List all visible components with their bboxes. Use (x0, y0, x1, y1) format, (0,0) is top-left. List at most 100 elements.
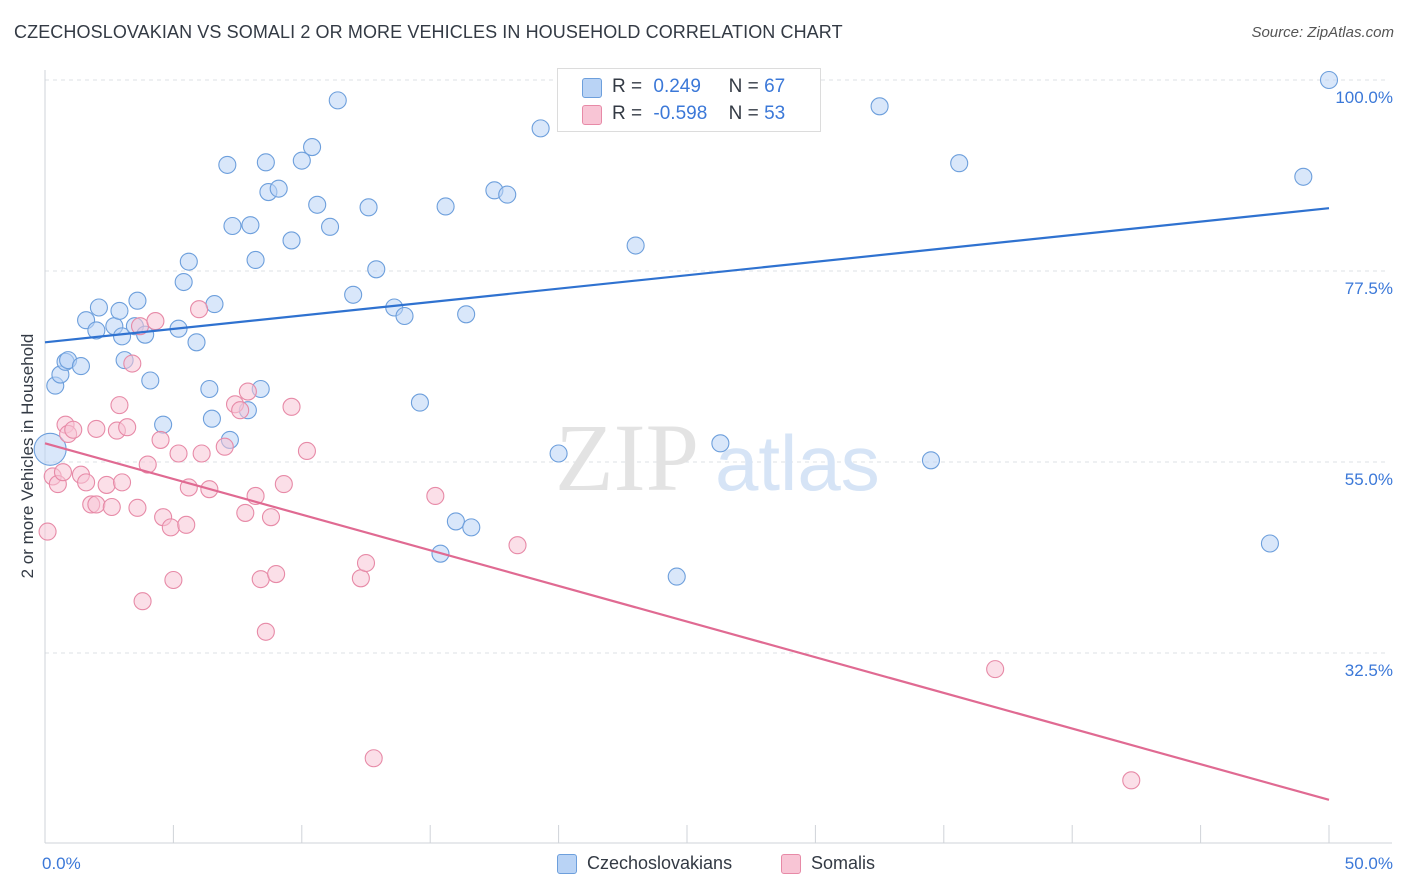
somali-point (215, 437, 234, 456)
czechoslovakian-point (395, 306, 414, 326)
czechoslovakian-point (457, 305, 476, 324)
legend-r-label: R = (612, 103, 643, 124)
somali-point (87, 419, 106, 438)
somali-point (190, 300, 209, 319)
czechoslovakian-point (921, 451, 941, 470)
somali-point (38, 522, 57, 541)
somali-point (256, 622, 275, 641)
legend-n-label: N = (728, 103, 759, 124)
czechoslovakian-point (269, 179, 288, 198)
czechoslovakian-point (256, 153, 275, 172)
x-tick-labels: 0.0% 50.0% (42, 854, 1393, 873)
legend-r-value: -0.598 (653, 103, 708, 124)
legend-n-value: 67 (764, 76, 786, 97)
czechoslovakian-point (174, 272, 193, 292)
somali-point (151, 430, 170, 449)
czechoslovakian-point (344, 285, 363, 304)
czechoslovakian-point (531, 119, 550, 138)
czechoslovakian-point (1319, 70, 1339, 90)
czechoslovakian-point (1294, 167, 1313, 186)
czechoslovakian-point (187, 333, 206, 352)
somali-point (64, 420, 83, 439)
x-tick-label: 50.0% (1345, 854, 1393, 873)
somali-point (169, 444, 188, 463)
watermark: ZIP atlas (555, 404, 880, 511)
czechoslovakian-point (667, 567, 686, 586)
somali-point (1122, 771, 1141, 790)
y-tick-label: 55.0% (1345, 470, 1393, 489)
czechoslovakian-point (308, 195, 327, 214)
somali-point (297, 441, 316, 461)
czechoslovakian-point (410, 393, 429, 412)
czechoslovakian-point (154, 415, 173, 434)
legend-r-label: R = (612, 76, 643, 97)
somali-point (77, 473, 96, 492)
source-label: Source: ZipAtlas.com (1251, 24, 1394, 41)
correlation-legend: R = 0.249 N = 67 R = -0.598 N = 53 (557, 68, 821, 132)
somali-point (986, 660, 1005, 679)
czechoslovakian-point (128, 291, 147, 310)
watermark-atlas: atlas (715, 419, 880, 507)
grid-lines (45, 79, 1389, 654)
y-tick-label: 77.5% (1345, 279, 1393, 298)
czechoslovakian-point (359, 198, 378, 217)
legend-swatch-pink (582, 105, 602, 125)
czechoslovakian-trend-line (44, 207, 1330, 344)
somali-point (87, 495, 106, 514)
series-legend: Czechoslovakians Somalis (0, 852, 1406, 876)
somali-point (123, 354, 142, 373)
czechoslovakian-point (89, 298, 108, 317)
czechoslovakian-point (498, 185, 517, 204)
somali-point (177, 515, 196, 534)
somali-point (364, 749, 383, 768)
y-tick-labels: 100.0% 77.5% 55.0% 32.5% (1335, 88, 1393, 680)
legend-r-value: 0.249 (653, 76, 701, 97)
czechoslovakian-point (241, 216, 260, 235)
czechoslovakian-point (205, 295, 224, 314)
czechoslovakian-point (112, 327, 132, 346)
somali-trend-line (44, 442, 1330, 801)
czechoslovakian-point (436, 197, 455, 216)
czechoslovakian-point (367, 260, 386, 279)
y-tick-label: 100.0% (1335, 88, 1393, 107)
watermark-zip: ZIP (555, 404, 699, 511)
czechoslovakian-point (87, 321, 106, 340)
trend-lines (44, 207, 1330, 801)
somali-point (267, 565, 286, 584)
somali-point (118, 418, 137, 437)
x-tick-label: 0.0% (42, 854, 81, 873)
legend-swatch-blue (582, 78, 602, 98)
legend-swatch-blue (557, 854, 577, 874)
czechoslovakian-point (320, 217, 340, 236)
legend-n-label: N = (728, 76, 759, 97)
czechoslovakian-point (446, 512, 465, 531)
somali-point (133, 592, 152, 611)
somali-point (508, 536, 527, 555)
somali-point (53, 463, 73, 482)
czechoslovakian-point (282, 231, 301, 250)
czechoslovakian-point (950, 154, 969, 173)
czechoslovakian-point (218, 155, 237, 174)
somali-point (97, 475, 116, 494)
somali-point (236, 503, 255, 522)
czechoslovakian-point (870, 97, 889, 116)
somali-point (426, 486, 445, 506)
somali-point (274, 475, 293, 494)
somali-points (38, 300, 1141, 790)
czechoslovakian-point (549, 444, 568, 463)
czechoslovakian-point (110, 301, 129, 320)
somali-point (261, 508, 281, 527)
somali-point (102, 497, 121, 517)
y-tick-label: 32.5% (1345, 661, 1393, 680)
somali-point (238, 382, 257, 401)
czechoslovakian-point (202, 409, 221, 428)
czechoslovakian-point (71, 357, 91, 376)
czechoslovakian-point (246, 250, 265, 270)
czechoslovakian-point (141, 371, 160, 390)
somali-point (112, 473, 132, 492)
czechoslovakian-point (711, 434, 730, 453)
somali-point (192, 444, 211, 463)
czechoslovakian-point (1260, 534, 1279, 553)
czechoslovakian-point (328, 91, 347, 110)
